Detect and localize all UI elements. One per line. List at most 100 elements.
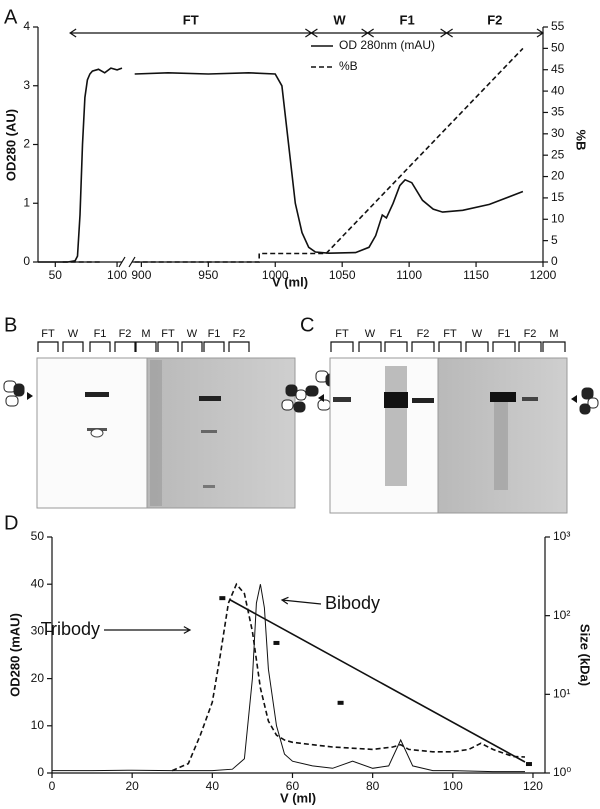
annotation: Bibody	[325, 593, 380, 613]
y-tick-label: 10	[31, 718, 45, 732]
y-tick-label: 0	[37, 765, 44, 779]
lane-bracket	[228, 341, 250, 352]
lane-bracket	[89, 341, 111, 352]
band	[412, 398, 434, 403]
lane-label: F2	[119, 328, 132, 340]
calibration-point	[337, 700, 344, 705]
y-tick-label: 50	[31, 529, 45, 543]
y-tick-label: 4	[23, 19, 30, 33]
gel-image	[329, 357, 439, 514]
arrowhead	[27, 392, 33, 400]
x-tick-label: 900	[131, 268, 151, 282]
lane-bracket	[135, 341, 157, 352]
lane-bracket	[384, 341, 408, 352]
lane-label: FT	[41, 328, 55, 340]
y-tick-label: 2	[23, 137, 30, 151]
lane-bracket	[114, 341, 136, 352]
series-line	[38, 67, 524, 263]
lane-label: FT	[443, 328, 457, 340]
y2-tick-label: 10³	[553, 529, 570, 543]
region-label: F1	[400, 12, 415, 27]
lane-label: F1	[390, 328, 403, 340]
series-line	[230, 599, 526, 763]
lane-label: FT	[335, 328, 349, 340]
y2-tick-label: 10	[551, 211, 565, 225]
y2-tick-label: 50	[551, 41, 565, 55]
x-tick-label: 40	[206, 779, 220, 793]
lane-bracket	[465, 341, 489, 352]
x-axis-label: V (ml)	[280, 790, 316, 805]
region-arrow	[366, 28, 448, 38]
x-tick-label: 1050	[329, 268, 356, 282]
lane-label: M	[141, 328, 150, 340]
lane-label: F2	[417, 328, 430, 340]
lane-label: W	[365, 328, 376, 340]
band	[333, 397, 351, 402]
lane-bracket	[157, 341, 179, 352]
band	[85, 392, 109, 397]
series-line	[62, 47, 524, 263]
legend-label: %B	[339, 59, 358, 73]
lane-bracket	[438, 341, 462, 352]
y2-tick-label: 5	[551, 233, 558, 247]
lane-label: F1	[498, 328, 511, 340]
x-tick-label: 60	[286, 779, 300, 793]
arrowhead	[318, 394, 324, 402]
y-tick-label: 3	[23, 78, 30, 92]
band	[385, 366, 407, 486]
band	[201, 430, 217, 433]
lane-bracket	[358, 341, 382, 352]
y-tick-label: 40	[31, 576, 45, 590]
x-tick-label: 950	[198, 268, 218, 282]
band	[203, 485, 215, 488]
band	[522, 397, 538, 401]
lane-bracket	[37, 341, 59, 352]
y2-tick-label: 0	[551, 254, 558, 268]
band	[384, 392, 408, 408]
protein-icon	[281, 384, 599, 415]
marker-lane	[150, 360, 162, 506]
legend-label: OD 280nm (mAU)	[339, 38, 435, 52]
lane-label: W	[472, 328, 483, 340]
calibration-point	[525, 762, 532, 767]
x-tick-label: 50	[49, 268, 63, 282]
protein-icon	[3, 370, 337, 411]
panel-label: A	[4, 6, 18, 28]
lane-label: F2	[233, 328, 246, 340]
region-arrow	[445, 28, 545, 38]
axis-break	[118, 256, 136, 268]
x-tick-label: 1150	[463, 268, 489, 282]
y2-tick-label: 20	[551, 169, 565, 183]
region-label: F2	[487, 12, 502, 27]
calibration-point	[273, 640, 280, 645]
x-tick-label: 0	[49, 779, 56, 793]
x-tick-label: 1200	[530, 268, 557, 282]
annotation-arrow	[280, 596, 322, 605]
y-tick-label: 20	[31, 671, 45, 685]
x-tick-label: 20	[125, 779, 139, 793]
lane-label: FT	[161, 328, 175, 340]
region-arrow	[69, 28, 313, 38]
y2-tick-label: 40	[551, 83, 565, 97]
annotation-arrow	[104, 626, 192, 634]
y2-tick-label: 15	[551, 190, 565, 204]
lane-bracket	[181, 341, 203, 352]
region-arrow	[310, 28, 369, 38]
x-tick-label: 1100	[396, 268, 422, 282]
series-line	[171, 582, 526, 772]
panel-label: C	[300, 314, 314, 336]
gel-b: B	[3, 314, 337, 509]
x-tick-label: 120	[523, 779, 543, 793]
band	[494, 402, 508, 490]
lane-bracket	[542, 341, 566, 352]
lane-label: M	[549, 328, 558, 340]
y2-tick-label: 45	[551, 62, 565, 76]
gel-image	[146, 357, 296, 509]
lane-label: F2	[524, 328, 537, 340]
gel-c: C	[281, 314, 599, 514]
panel-label: B	[4, 314, 17, 336]
annotation: Tribody	[41, 619, 100, 639]
x-axis-label: V (ml)	[272, 274, 308, 289]
lane-label: W	[187, 328, 198, 340]
x-tick-label: 100	[107, 268, 127, 282]
